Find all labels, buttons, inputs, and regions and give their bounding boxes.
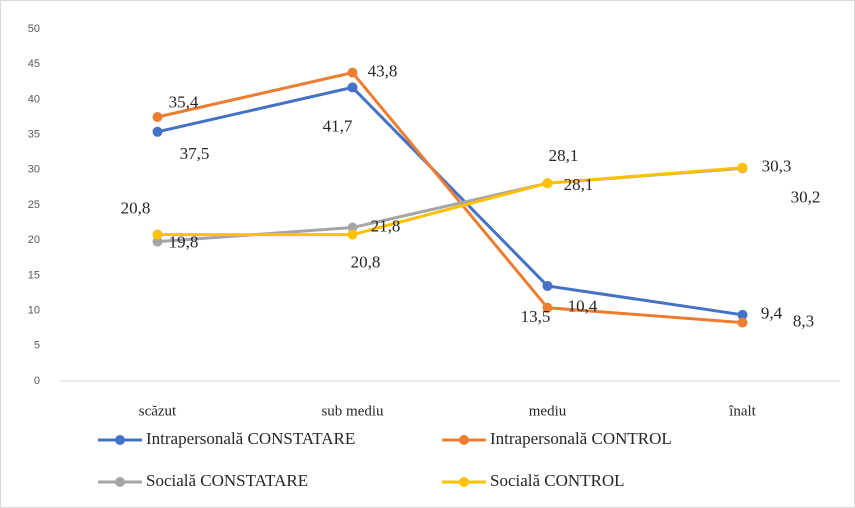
marker: [542, 178, 553, 189]
data-label: 20,8: [121, 198, 151, 217]
y-tick-label: 35: [28, 129, 40, 141]
marker: [152, 126, 163, 137]
data-label: 9,4: [761, 304, 783, 323]
y-tick-label: 40: [28, 93, 40, 105]
y-tick-label: 20: [28, 234, 40, 246]
y-tick-label: 25: [28, 199, 40, 211]
data-label: 43,8: [368, 62, 398, 81]
series-line: [157, 85, 743, 317]
series-line: [157, 166, 743, 237]
data-label: 21,8: [371, 216, 401, 235]
legend-label: Socială CONSTATARE: [146, 471, 308, 490]
data-label: 35,4: [169, 93, 199, 112]
data-label: 10,4: [568, 297, 598, 316]
y-tick-label: 30: [28, 164, 40, 176]
marker: [152, 229, 163, 240]
x-tick-label: mediu: [529, 403, 567, 419]
marker: [347, 229, 358, 240]
data-label: 8,3: [793, 311, 814, 330]
legend-marker: [459, 435, 469, 445]
legend-marker: [115, 477, 125, 487]
x-tick-label: înalt: [728, 403, 756, 419]
y-tick-label: 45: [28, 58, 40, 70]
data-label: 19,8: [169, 233, 199, 252]
marker: [737, 309, 748, 320]
legend-label: Intrapersonală CONSTATARE: [146, 429, 355, 448]
data-label: 28,1: [549, 146, 579, 165]
marker: [542, 280, 553, 291]
y-tick-label: 15: [28, 269, 40, 281]
legend-marker: [459, 477, 469, 487]
x-tick-label: sub mediu: [321, 403, 384, 419]
y-tick-label: 50: [28, 23, 40, 35]
x-tick-label: scăzut: [139, 403, 177, 419]
legend-label: Intrapersonală CONTROL: [490, 429, 672, 448]
y-tick-label: 5: [34, 340, 40, 352]
data-label: 41,7: [323, 116, 353, 135]
data-label: 20,8: [351, 252, 381, 271]
legend-label: Socială CONTROL: [490, 471, 625, 490]
data-label: 37,5: [180, 144, 210, 163]
marker: [152, 112, 163, 122]
marker: [347, 67, 358, 78]
marker: [152, 236, 163, 247]
marker: [347, 222, 358, 233]
series-line: [157, 70, 743, 325]
data-label: 28,1: [564, 175, 594, 194]
marker: [542, 302, 553, 313]
marker: [347, 82, 358, 93]
legend-marker: [115, 435, 125, 445]
marker: [737, 162, 748, 173]
y-tick-label: 0: [34, 375, 40, 387]
data-label: 30,3: [762, 157, 792, 176]
y-tick-label: 10: [28, 305, 40, 317]
marker: [737, 317, 748, 328]
data-label: 30,2: [791, 187, 821, 206]
data-label: 13,5: [521, 307, 551, 326]
